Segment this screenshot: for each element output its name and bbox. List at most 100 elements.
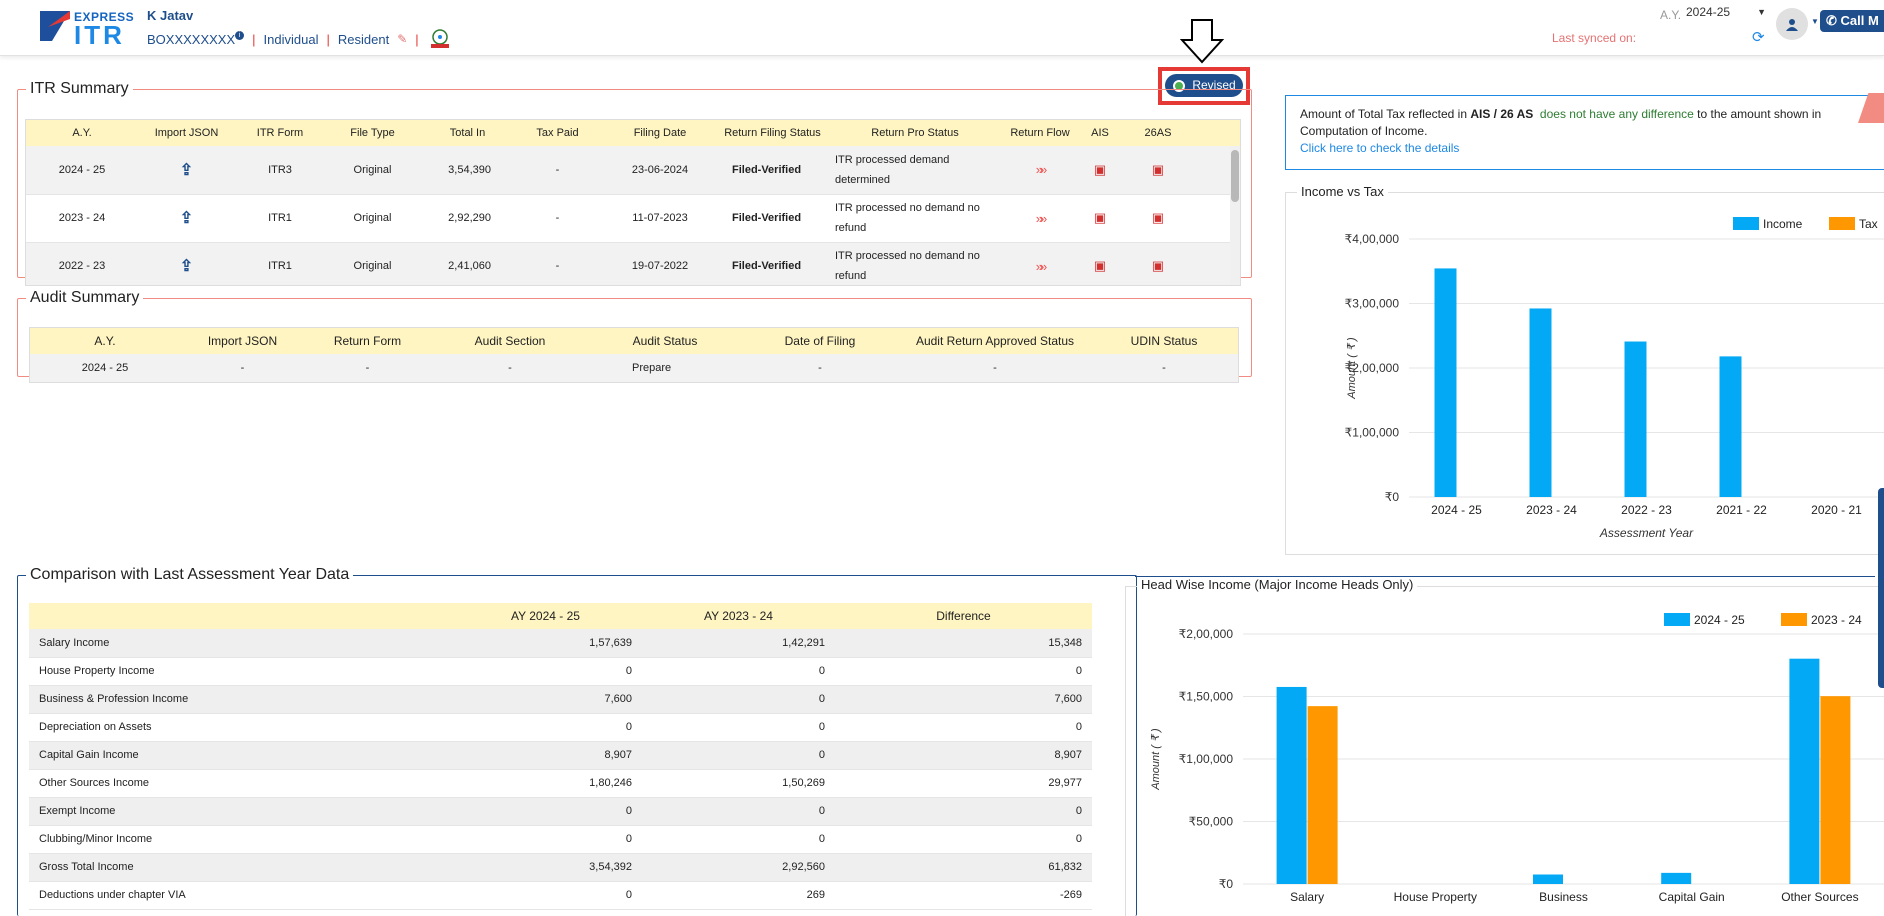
row-value: 1,80,246 xyxy=(449,769,642,798)
col-header: AY 2024 - 25 xyxy=(449,603,642,629)
ais-pdf-icon[interactable]: ▣ xyxy=(1093,210,1107,225)
check-details-link[interactable]: Click here to check the details xyxy=(1300,141,1460,155)
head-wise-title: Head Wise Income (Major Income Heads Onl… xyxy=(1137,577,1418,592)
info-icon[interactable]: i xyxy=(235,30,245,40)
refresh-icon[interactable]: ⟳ xyxy=(1752,29,1765,46)
itr-form-link[interactable]: ITR1 xyxy=(268,212,292,224)
user-avatar[interactable] xyxy=(1776,8,1808,40)
row-value: 3,54,392 xyxy=(449,853,642,882)
bar-2024-25[interactable] xyxy=(1533,874,1563,885)
y-tick-label: ₹50,000 xyxy=(1189,815,1234,829)
user-icon xyxy=(1786,19,1798,31)
y-tick-label: ₹1,50,000 xyxy=(1179,690,1234,704)
comparison-row: Capital Gain Income 8,907 0 8,907 xyxy=(29,741,1092,770)
right-edge-tab[interactable] xyxy=(1878,488,1884,688)
legend-label[interactable]: Tax xyxy=(1859,217,1878,231)
col-header: Return Form xyxy=(305,328,430,354)
separator: | xyxy=(415,31,419,47)
head-wise-income-chart: ₹0 ₹50,000 ₹1,00,000 ₹1,50,000 ₹2,00,000 Sala… xyxy=(1150,613,1884,904)
row-value: 0 xyxy=(642,657,835,686)
bar-2023-24[interactable] xyxy=(1820,696,1851,884)
edit-pencil-icon[interactable]: ✎ xyxy=(397,32,408,46)
import-upload-icon[interactable]: ⇪ xyxy=(179,161,194,179)
comparison-table: AY 2024 - 25 AY 2023 - 24 Difference Sal… xyxy=(29,603,1092,910)
top-header: EXPRESS ITR K Jatav BOXXXXXXXX i | Indiv… xyxy=(0,0,1884,56)
row-value: 0 xyxy=(642,797,835,826)
vertical-scrollbar[interactable] xyxy=(1230,146,1240,285)
bar-2024-25[interactable] xyxy=(1661,872,1692,884)
income-vs-tax-chart: ₹0 ₹1,00,000 ₹2,00,000 ₹3,00,000 ₹4,00,000 20… xyxy=(1345,217,1884,540)
bar-2024-25[interactable] xyxy=(1276,686,1307,884)
cell-udin-status: - xyxy=(1162,362,1166,374)
row-label: Gross Total Income xyxy=(29,853,449,882)
legend-label[interactable]: 2023 - 24 xyxy=(1811,613,1862,627)
legend-label[interactable]: Income xyxy=(1763,217,1803,231)
x-tick-label: Salary xyxy=(1290,890,1324,904)
legend-swatch[interactable] xyxy=(1829,217,1855,230)
ay-select[interactable]: 2024-25 ▼ xyxy=(1686,5,1768,23)
audit-summary-table-wrap: A.Y. Import JSON Return Form Audit Secti… xyxy=(29,327,1239,383)
audit-summary-panel: Audit Summary A.Y. Import JSON Return Fo… xyxy=(17,289,1252,383)
bar-Income[interactable] xyxy=(1529,308,1552,497)
x-tick-label: 2022 - 23 xyxy=(1621,503,1672,517)
bar-2023-24[interactable] xyxy=(1307,706,1338,884)
26as-pdf-icon[interactable]: ▣ xyxy=(1151,210,1165,225)
row-value: 0 xyxy=(449,881,642,910)
cell-total-income: 3,54,390 xyxy=(448,163,491,176)
comparison-title: Comparison with Last Assessment Year Dat… xyxy=(30,566,350,583)
phone-icon: ✆ xyxy=(1826,13,1837,28)
y-tick-label: ₹1,00,000 xyxy=(1179,752,1234,766)
comparison-row: Deductions under chapter VIA 0 269 -269 xyxy=(29,881,1092,910)
cell-pro-status: ITR processed demand determined xyxy=(835,153,950,186)
bar-2024-25[interactable] xyxy=(1789,658,1820,884)
ais-pdf-icon[interactable]: ▣ xyxy=(1093,161,1107,177)
table-row: 2022 - 23 ⇪ ITR1 Original 2,41,060 - 19-… xyxy=(26,242,1240,285)
legend-label[interactable]: 2024 - 25 xyxy=(1694,613,1745,627)
col-header: Return Flow xyxy=(1005,120,1075,146)
ais-pdf-icon[interactable]: ▣ xyxy=(1093,258,1107,274)
26as-pdf-icon[interactable]: ▣ xyxy=(1151,258,1165,274)
cell-pro-status: ITR processed no demand no refund xyxy=(835,202,980,234)
comparison-row: House Property Income 0 0 0 xyxy=(29,657,1092,686)
cell-return-form: - xyxy=(365,362,370,374)
row-value: 15,348 xyxy=(835,629,1092,658)
26as-pdf-icon[interactable]: ▣ xyxy=(1151,161,1165,177)
itr-form-link[interactable]: ITR3 xyxy=(268,163,292,176)
return-flow-icon[interactable]: »» xyxy=(1035,210,1048,226)
itr-summary-table-wrap[interactable]: A.Y. Import JSON ITR Form File Type Tota… xyxy=(25,119,1241,286)
avatar-chevron-down-icon[interactable]: ▼ xyxy=(1811,17,1819,26)
import-upload-icon[interactable]: ⇪ xyxy=(179,258,194,276)
col-header: AY 2023 - 24 xyxy=(642,603,835,629)
itr-summary-panel: ITR Summary A.Y. Import JSON ITR Form Fi… xyxy=(17,80,1252,286)
itr-summary-header-row: A.Y. Import JSON ITR Form File Type Tota… xyxy=(26,120,1240,146)
row-value: 1,50,269 xyxy=(642,769,835,798)
return-flow-icon[interactable]: »» xyxy=(1035,162,1048,178)
scrollbar-thumb[interactable] xyxy=(1231,150,1239,202)
cell-filing-date: 23-06-2024 xyxy=(631,163,689,176)
income-tax-emblem-icon xyxy=(430,29,449,48)
revised-highlight-box xyxy=(1158,67,1250,105)
bar-Income[interactable] xyxy=(1434,268,1457,497)
y-tick-label: ₹2,00,000 xyxy=(1345,361,1400,375)
col-header: ITR Form xyxy=(235,120,325,146)
legend-swatch[interactable] xyxy=(1781,613,1807,626)
y-axis-label: Amount ( ₹ ) xyxy=(1150,728,1162,791)
itr-form-link[interactable]: ITR1 xyxy=(268,260,292,273)
prepare-link[interactable]: Prepare xyxy=(632,362,672,374)
bar-Income[interactable] xyxy=(1719,356,1742,497)
bar-Income[interactable] xyxy=(1624,341,1647,497)
row-value: 0 xyxy=(835,657,1092,686)
call-button[interactable]: ✆ Call M xyxy=(1820,10,1884,32)
return-flow-icon[interactable]: »» xyxy=(1035,258,1048,274)
legend-swatch[interactable] xyxy=(1664,613,1690,626)
row-label: Capital Gain Income xyxy=(29,741,449,770)
import-upload-icon[interactable]: ⇪ xyxy=(179,210,194,227)
col-header: 26AS xyxy=(1125,120,1191,146)
audit-summary-table: A.Y. Import JSON Return Form Audit Secti… xyxy=(30,328,1238,382)
cell-tax-paid: - xyxy=(555,260,560,273)
legend-swatch[interactable] xyxy=(1733,217,1759,230)
y-tick-label: ₹1,00,000 xyxy=(1345,426,1400,440)
x-tick-label: House Property xyxy=(1394,890,1477,904)
col-header: Total In xyxy=(420,120,515,146)
cell-filing-date: 11-07-2023 xyxy=(632,212,688,224)
